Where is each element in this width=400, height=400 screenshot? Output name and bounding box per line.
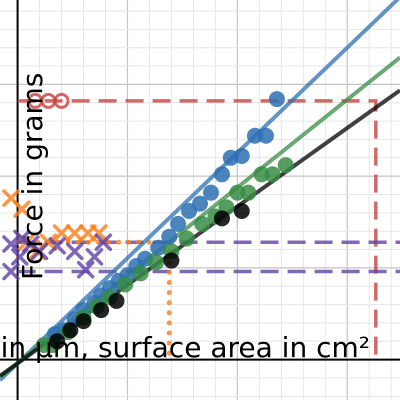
point-orange bbox=[90, 224, 108, 242]
fit-line-blue bbox=[0, 0, 400, 382]
point-purple bbox=[76, 260, 95, 279]
point-orange bbox=[52, 224, 71, 242]
point-green bbox=[277, 157, 294, 174]
point-purple bbox=[94, 233, 113, 251]
point-blue bbox=[150, 239, 167, 256]
point-green bbox=[194, 215, 211, 232]
point-blue bbox=[202, 184, 219, 201]
point-purple bbox=[2, 235, 20, 253]
point-black bbox=[93, 302, 110, 319]
point-blue bbox=[161, 228, 178, 245]
point-green bbox=[117, 276, 134, 293]
point-black bbox=[49, 333, 66, 350]
point-black bbox=[62, 322, 79, 339]
point-orange bbox=[65, 224, 84, 242]
point-black bbox=[108, 292, 125, 309]
point-green bbox=[253, 166, 270, 183]
reference-line-red bbox=[17, 99, 378, 360]
point-green bbox=[148, 254, 165, 271]
point-green bbox=[178, 230, 195, 247]
x-axis-label: Thickness in µm, surface area in cm² bbox=[0, 331, 370, 364]
point-purple bbox=[65, 242, 84, 261]
data-points bbox=[2, 91, 294, 353]
point-purple bbox=[2, 262, 20, 281]
point-orange bbox=[13, 200, 31, 218]
y-axis-label: Force in grams bbox=[16, 73, 49, 280]
point-black bbox=[75, 313, 92, 330]
point-black bbox=[163, 252, 180, 269]
point-red bbox=[53, 92, 70, 109]
point-green bbox=[229, 184, 246, 201]
point-black bbox=[213, 210, 230, 227]
point-purple bbox=[48, 237, 66, 255]
point-blue bbox=[246, 127, 263, 144]
point-blue bbox=[170, 215, 187, 232]
point-blue bbox=[268, 91, 285, 108]
point-black bbox=[233, 203, 250, 220]
point-purple bbox=[85, 248, 104, 266]
point-blue bbox=[257, 127, 274, 144]
point-purple bbox=[30, 242, 49, 261]
point-blue bbox=[233, 147, 250, 164]
point-green bbox=[132, 265, 149, 282]
point-purple bbox=[13, 229, 31, 248]
point-blue bbox=[192, 195, 208, 212]
point-green bbox=[264, 166, 281, 183]
point-green bbox=[240, 184, 257, 201]
point-blue bbox=[213, 166, 230, 183]
